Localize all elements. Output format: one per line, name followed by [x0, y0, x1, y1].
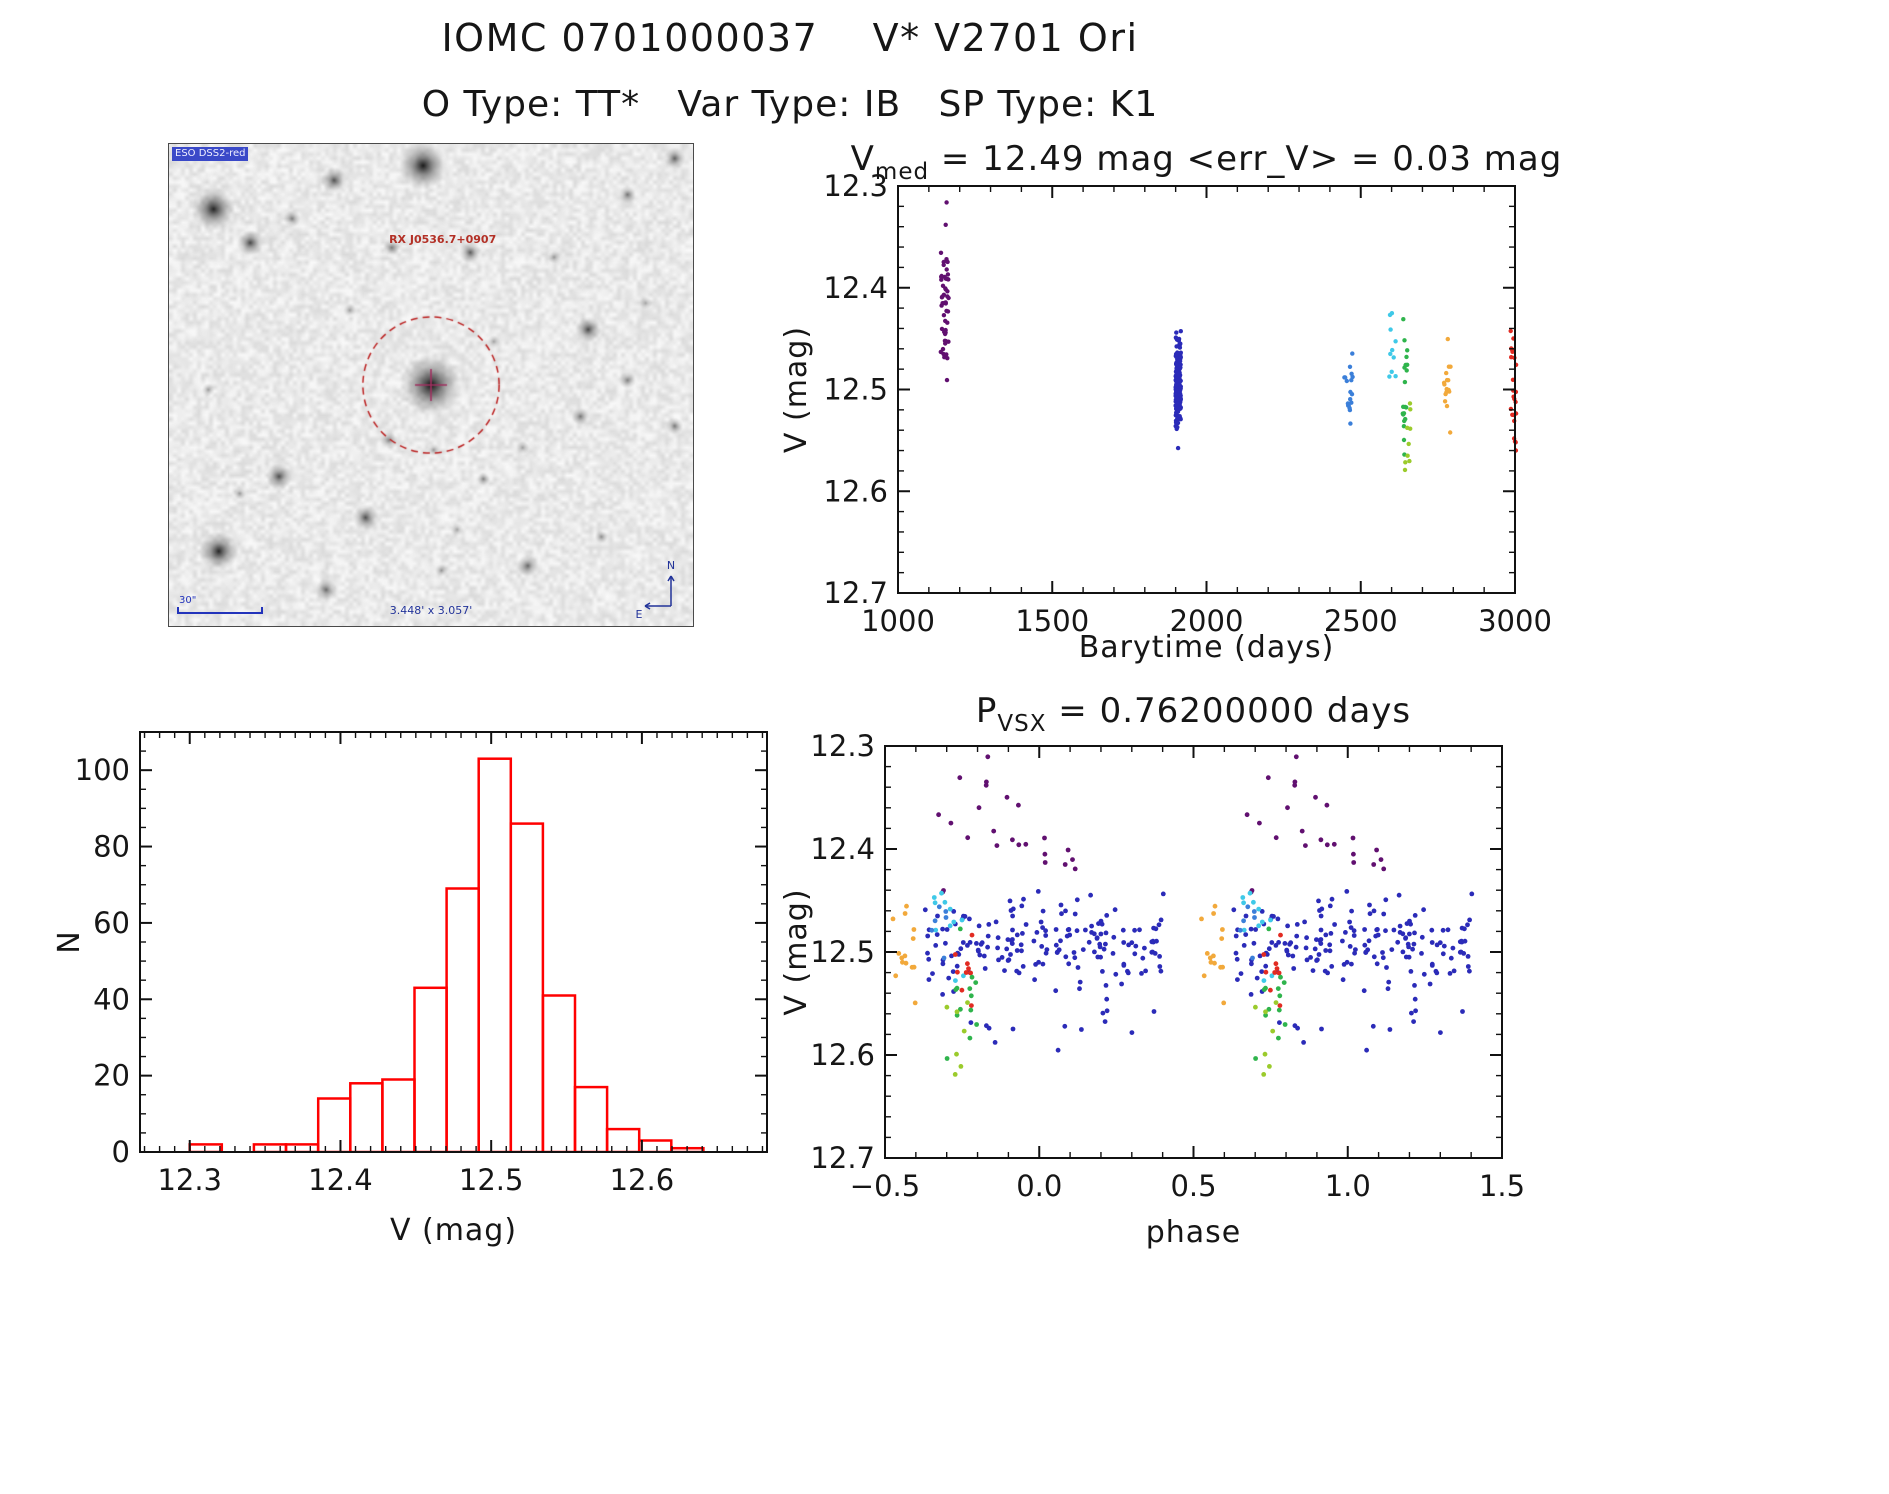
svg-text:2000: 2000 — [1170, 604, 1244, 638]
svg-text:0.5: 0.5 — [1170, 1169, 1216, 1203]
svg-text:12.5: 12.5 — [459, 1163, 524, 1197]
svg-text:V (mag): V (mag) — [390, 1213, 517, 1248]
phase-chart: −0.5 0.0 0.5 1.0 1.5 12.3 12.4 12.5 12.6 12.7 phas… — [779, 688, 1570, 1288]
survey-label: ESO DSS2-red — [172, 147, 249, 161]
svg-text:PVSX = 0.76200000 days: PVSX = 0.76200000 days — [976, 691, 1411, 737]
svg-text:100: 100 — [75, 753, 130, 787]
svg-text:12.6: 12.6 — [810, 1038, 875, 1072]
phase-svg: −0.5 0.0 0.5 1.0 1.5 12.3 12.4 12.5 12.6 12.7 phas… — [779, 691, 1525, 1250]
svg-text:12.6: 12.6 — [823, 474, 888, 508]
svg-text:0.0: 0.0 — [1016, 1169, 1062, 1203]
lightcurve-chart: 1000 1500 2000 2500 3000 12.3 12.4 12.5 12.6 12.7… — [779, 138, 1570, 683]
svg-text:12.5: 12.5 — [810, 935, 875, 969]
svg-text:1.0: 1.0 — [1325, 1169, 1371, 1203]
svg-text:80: 80 — [93, 830, 130, 864]
svg-text:12.7: 12.7 — [810, 1141, 875, 1175]
compass-east-label: E — [636, 608, 643, 620]
svg-text:12.5: 12.5 — [823, 373, 888, 407]
svg-text:12.3: 12.3 — [823, 169, 888, 203]
lightcurve-svg: 1000 1500 2000 2500 3000 12.3 12.4 12.5 12.6 12.7… — [779, 139, 1563, 665]
histogram-chart: 12.3 12.4 12.5 12.6 0 20 40 60 80 100 V (mag) N — [52, 688, 800, 1288]
svg-text:V (mag): V (mag) — [780, 888, 814, 1015]
svg-text:12.7: 12.7 — [823, 576, 888, 610]
svg-text:3000: 3000 — [1478, 604, 1552, 638]
svg-text:0: 0 — [112, 1135, 130, 1169]
fov-label: 3.448' x 3.057' — [389, 604, 473, 617]
svg-text:1000: 1000 — [861, 604, 935, 638]
svg-text:Barytime (days): Barytime (days) — [1079, 630, 1335, 665]
svg-text:V (mag): V (mag) — [780, 326, 814, 453]
compass-icon: N E — [636, 559, 676, 620]
svg-text:phase: phase — [1146, 1215, 1242, 1250]
star-field-image — [169, 144, 693, 626]
svg-text:12.4: 12.4 — [810, 832, 875, 866]
svg-text:20: 20 — [93, 1059, 130, 1093]
svg-text:1500: 1500 — [1015, 604, 1089, 638]
svg-text:12.3: 12.3 — [157, 1163, 222, 1197]
page-title: IOMC 0701000037 V* V2701 Ori — [441, 16, 1139, 60]
svg-text:N: N — [55, 930, 87, 953]
svg-text:2500: 2500 — [1324, 604, 1398, 638]
svg-text:12.4: 12.4 — [308, 1163, 373, 1197]
svg-text:12.3: 12.3 — [810, 729, 875, 763]
scale-bar-label: 30" — [179, 595, 197, 606]
svg-text:1.5: 1.5 — [1479, 1169, 1525, 1203]
histogram-svg: 12.3 12.4 12.5 12.6 0 20 40 60 80 100 V (mag) N — [52, 731, 768, 1248]
page-subtitle: O Type: TT* Var Type: IB SP Type: K1 — [421, 84, 1159, 125]
source-label: RX J0536.7+0907 — [389, 233, 497, 247]
finding-chart: ESO DSS2-red RX J0536.7+0907 30" 3.448' … — [168, 143, 694, 627]
svg-text:60: 60 — [93, 906, 130, 940]
svg-text:−0.5: −0.5 — [850, 1169, 920, 1203]
svg-text:Vmed = 12.49 mag <err_V> = 0.: Vmed = 12.49 mag <err_V> = 0.03 mag — [851, 139, 1563, 185]
svg-text:40: 40 — [93, 982, 130, 1016]
svg-text:12.6: 12.6 — [610, 1163, 675, 1197]
scale-bar — [177, 607, 263, 614]
compass-north-label: N — [667, 559, 675, 572]
svg-text:12.4: 12.4 — [823, 271, 888, 305]
